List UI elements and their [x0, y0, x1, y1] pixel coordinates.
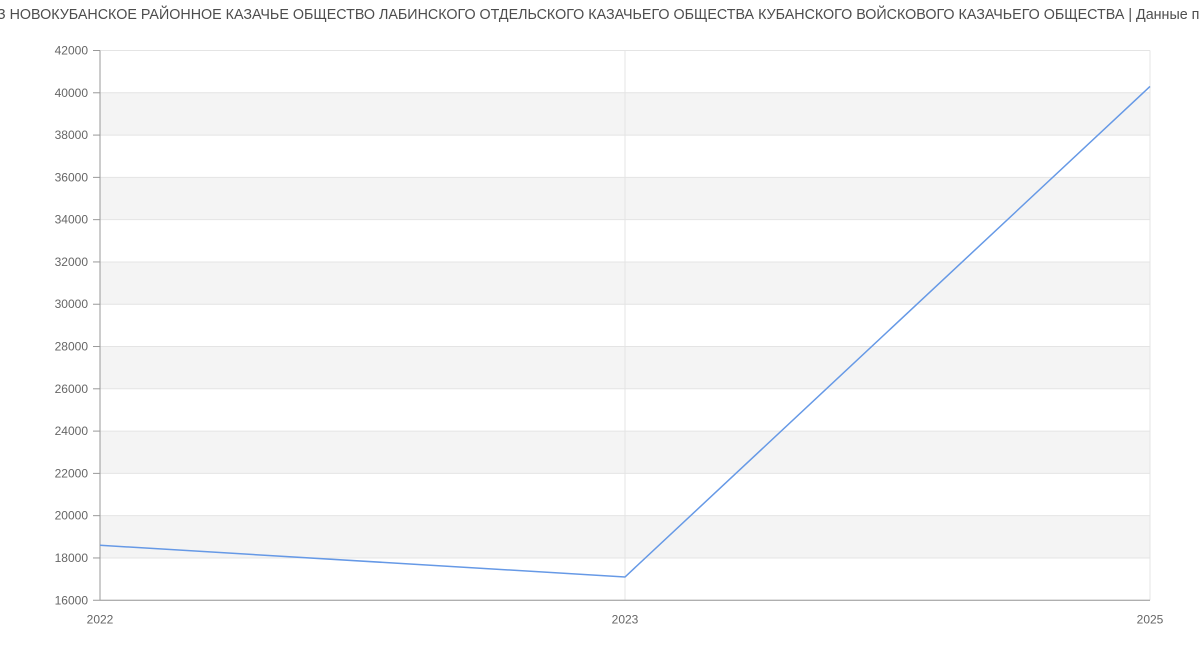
- svg-text:22000: 22000: [55, 466, 89, 480]
- svg-text:40000: 40000: [55, 86, 89, 100]
- svg-text:32000: 32000: [55, 255, 89, 269]
- svg-text:38000: 38000: [55, 128, 89, 142]
- svg-text:20000: 20000: [55, 509, 89, 523]
- svg-text:26000: 26000: [55, 382, 89, 396]
- svg-text:18000: 18000: [55, 551, 89, 565]
- svg-text:34000: 34000: [55, 213, 89, 227]
- svg-text:24000: 24000: [55, 424, 89, 438]
- svg-text:2022: 2022: [87, 612, 114, 626]
- svg-text:2023: 2023: [612, 612, 639, 626]
- svg-text:42000: 42000: [55, 44, 89, 58]
- svg-text:28000: 28000: [55, 340, 89, 354]
- svg-text:2025: 2025: [1137, 612, 1164, 626]
- svg-text:36000: 36000: [55, 170, 89, 184]
- svg-text:16000: 16000: [55, 593, 89, 607]
- svg-text:30000: 30000: [55, 297, 89, 311]
